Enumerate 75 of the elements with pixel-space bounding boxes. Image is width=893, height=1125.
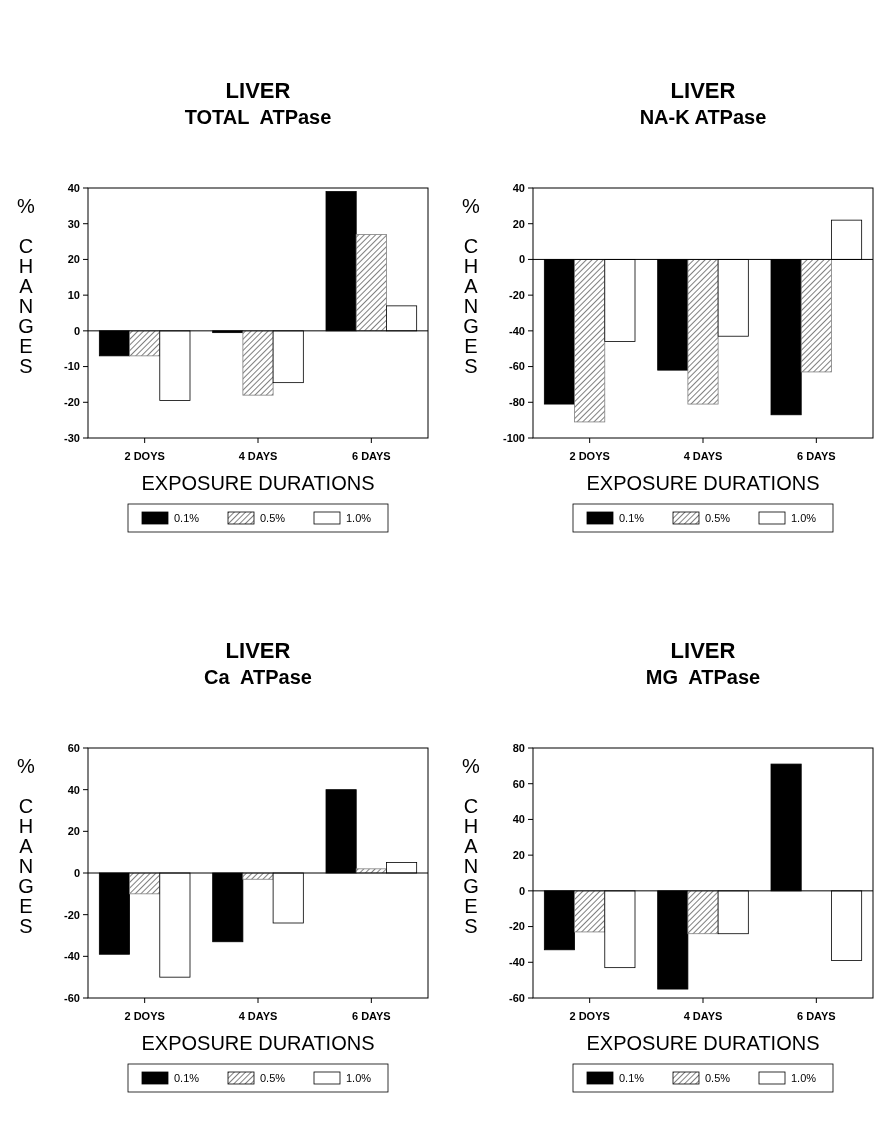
y-tick-label: -30	[64, 431, 80, 444]
y-tick-label: -80	[509, 396, 525, 409]
y-tick-label: 20	[512, 217, 525, 230]
legend-label: 1.0%	[346, 1072, 372, 1084]
legend-label: 1.0%	[791, 1072, 817, 1084]
legend-label: 0.1%	[174, 1072, 200, 1084]
x-axis-title: EXPOSURE DURATIONS	[141, 472, 375, 494]
y-tick-label: 20	[67, 253, 80, 266]
legend-label: 0.5%	[705, 512, 731, 524]
y-tick-label: -20	[509, 288, 525, 301]
y-tick-label: 0	[518, 884, 525, 897]
y-tick-label: 60	[512, 777, 525, 790]
y-tick-label: 0	[518, 253, 525, 266]
y-tick-label: -40	[64, 950, 80, 963]
y-tick-label: -60	[64, 991, 80, 1004]
bar	[355, 234, 387, 332]
y-axis-title: % CHANGES	[462, 195, 481, 377]
x-tick-label: 6 DAYS	[796, 1010, 836, 1022]
chart-subtitle: TOTAL ATPase	[184, 106, 332, 128]
legend-label: 1.0%	[346, 512, 372, 524]
y-axis-title: % CHANGES	[462, 755, 481, 937]
y-tick-label: 80	[512, 741, 525, 754]
chart-subtitle: NA-K ATPase	[639, 106, 767, 128]
y-tick-label: -60	[509, 991, 525, 1004]
x-tick-label: 2 DOYS	[569, 450, 610, 462]
legend-label: 0.5%	[260, 512, 286, 524]
x-axis-title: EXPOSURE DURATIONS	[141, 1032, 375, 1054]
x-tick-label: 4 DAYS	[238, 1010, 278, 1022]
y-tick-label: 0	[73, 324, 80, 337]
y-tick-label: -100	[502, 431, 525, 444]
y-tick-label: 40	[67, 181, 80, 194]
y-tick-label: -20	[64, 908, 80, 921]
y-tick-label: 30	[67, 217, 80, 230]
legend-label: 0.1%	[619, 1072, 645, 1084]
x-tick-label: 6 DAYS	[796, 450, 836, 462]
x-tick-label: 4 DAYS	[683, 1010, 723, 1022]
y-axis-title: % CHANGES	[17, 755, 36, 937]
y-tick-label: 20	[512, 848, 525, 861]
chart-title: LIVER	[225, 78, 291, 103]
y-tick-label: 20	[67, 825, 80, 838]
chart-title: LIVER	[670, 638, 736, 663]
x-tick-label: 2 DOYS	[569, 1010, 610, 1022]
chart-subtitle: MG ATPase	[645, 666, 761, 688]
y-tick-label: -20	[509, 920, 525, 933]
bar	[242, 330, 274, 396]
x-tick-label: 6 DAYS	[351, 450, 391, 462]
y-tick-label: 0	[73, 866, 80, 879]
x-tick-label: 4 DAYS	[238, 450, 278, 462]
y-tick-label: -60	[509, 360, 525, 373]
x-tick-label: 6 DAYS	[351, 1010, 391, 1022]
y-tick-label: -10	[64, 360, 80, 373]
chart-title: LIVER	[670, 78, 736, 103]
legend-label: 1.0%	[791, 512, 817, 524]
y-tick-label: 40	[512, 181, 525, 194]
y-tick-label: 40	[67, 783, 80, 796]
y-tick-label: -20	[64, 396, 80, 409]
y-tick-label: 60	[67, 741, 80, 754]
y-tick-label: -40	[509, 956, 525, 969]
y-tick-label: 10	[67, 288, 80, 301]
bar	[129, 872, 161, 895]
legend-label: 0.5%	[260, 1072, 286, 1084]
legend-label: 0.5%	[705, 1072, 731, 1084]
bar	[129, 330, 161, 357]
legend-label: 0.1%	[174, 512, 200, 524]
legend-label: 0.1%	[619, 512, 645, 524]
x-tick-label: 2 DOYS	[124, 450, 165, 462]
y-axis-title: % CHANGES	[17, 195, 36, 377]
x-tick-label: 2 DOYS	[124, 1010, 165, 1022]
y-tick-label: 40	[512, 813, 525, 826]
y-tick-label: -40	[509, 324, 525, 337]
chart-title: LIVER	[225, 638, 291, 663]
x-axis-title: EXPOSURE DURATIONS	[586, 472, 820, 494]
chart-subtitle: Ca ATPase	[204, 666, 312, 688]
x-tick-label: 4 DAYS	[683, 450, 723, 462]
x-axis-title: EXPOSURE DURATIONS	[586, 1032, 820, 1054]
